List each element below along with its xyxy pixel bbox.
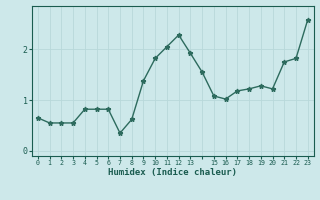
X-axis label: Humidex (Indice chaleur): Humidex (Indice chaleur) — [108, 168, 237, 177]
